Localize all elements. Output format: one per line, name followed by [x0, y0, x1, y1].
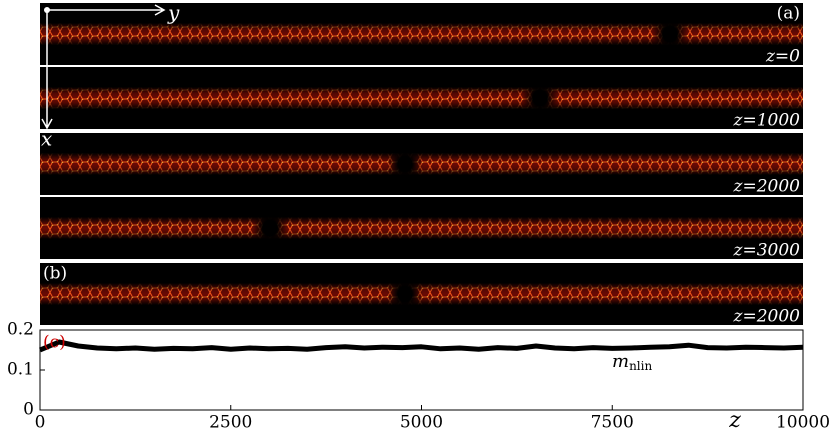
annotation-symbol: m	[612, 351, 629, 372]
x-tick-label: 2500	[209, 413, 252, 433]
y-tick-label: 0	[23, 400, 34, 420]
x-tick-label: 5000	[400, 413, 443, 433]
y-arrow-label: y	[167, 1, 180, 25]
lattice-fade	[40, 23, 803, 45]
panel-tag: (b)	[43, 264, 67, 284]
panel-tag: (c)	[43, 333, 66, 353]
y-arrow	[47, 4, 166, 16]
defect-gap	[522, 78, 558, 118]
x-tick-label: 10000	[776, 413, 830, 433]
panels: (a) z=0 z=1000 z=2000 z=3000 (b) z=2000 y x	[40, 1, 803, 327]
annotation: mnlin	[612, 351, 652, 373]
plot: 0 0.1 0.2 0 2500 5000 7500 10000 (c) z mnlin	[7, 320, 830, 434]
y-tick-label: 0.2	[7, 320, 34, 340]
x-axis-label: z	[728, 408, 741, 433]
y-tick-label: 0.1	[7, 360, 34, 380]
panel-label: z=1000	[733, 111, 801, 131]
x-arrow	[41, 10, 53, 130]
lattice-fade	[40, 217, 803, 239]
panel-label: z=0	[765, 47, 800, 67]
panel-label: z=2000	[733, 177, 801, 197]
x-tick-label: 7500	[591, 413, 634, 433]
panel-label: z=2000	[733, 307, 801, 327]
defect-gap	[652, 14, 688, 54]
defect-gap	[387, 144, 423, 184]
panel-tag: (a)	[777, 4, 800, 24]
annotation-subscript: nlin	[629, 359, 652, 373]
defect-gap	[387, 274, 423, 314]
lattice-fade	[40, 87, 803, 109]
defect-gap	[252, 208, 288, 248]
plot-frame	[39, 329, 804, 411]
x-tick-label: 0	[35, 413, 46, 433]
line	[39, 339, 804, 353]
x-arrow-label: x	[41, 127, 52, 151]
panel-label: z=3000	[733, 241, 801, 261]
